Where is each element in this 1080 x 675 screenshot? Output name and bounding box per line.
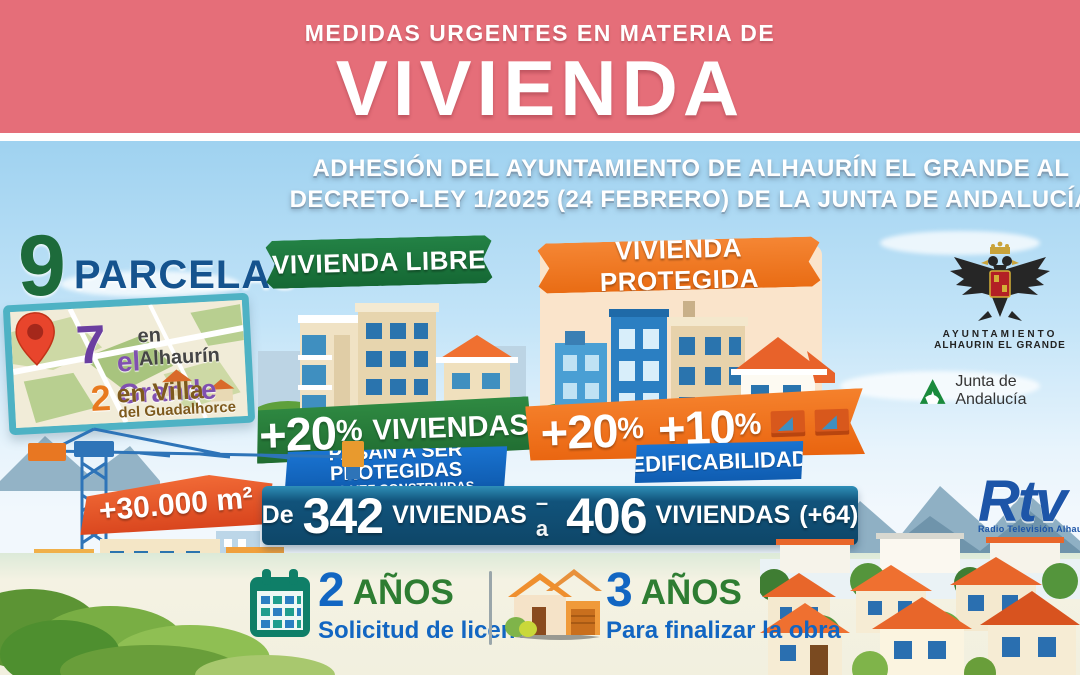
totals-dash: –a <box>535 489 549 541</box>
page-title: VIVIENDA <box>335 44 745 132</box>
rtv-tagline: Radio Televisión Alhaurín <box>978 524 1080 534</box>
totals-from: 342 <box>302 487 384 544</box>
village-illustration <box>760 533 1080 675</box>
totals-prefix: De <box>261 501 294 529</box>
totals-from-label: VIVIENDAS <box>392 501 527 529</box>
calendar-icon <box>250 569 310 637</box>
parcels-map-card: 7 en Alhaurín el Grande 2 en Villa del G… <box>2 292 256 436</box>
garage-icon <box>815 409 850 436</box>
cloud-shape <box>60 271 240 297</box>
protected-note: EDIFICABILIDAD <box>629 445 808 478</box>
works-timeline: 3 AÑOS Para finalizar la obra <box>606 564 841 645</box>
location-pin-icon <box>15 312 55 366</box>
totals-to-label: VIVIENDAS <box>655 501 791 529</box>
protected-housing-note-banner: EDIFICABILIDAD <box>633 439 804 485</box>
junta-a-icon <box>919 379 946 404</box>
totals-banner: De 342 VIVIENDAS –a 406 VIVIENDAS (+64) <box>262 486 858 545</box>
council-name-line2: ALHAURIN EL GRANDE <box>934 340 1066 351</box>
council-name-line1: AYUNTAMIENTO <box>942 329 1058 340</box>
free-pct-label: VIVIENDAS <box>371 408 530 447</box>
junta-label: Junta de Andalucía <box>955 373 1027 408</box>
license-years: 2 <box>318 564 345 617</box>
parcels-count: 9 <box>18 218 66 314</box>
header-divider <box>0 133 1080 141</box>
hedges-illustration <box>0 589 335 675</box>
villa-count: 2 <box>89 377 112 420</box>
works-label: Para finalizar la obra <box>606 617 841 644</box>
alhaurin-count: 7 <box>74 314 108 376</box>
rtv-wordmark: Rtv <box>978 469 1067 534</box>
header-kicker: MEDIDAS URGENTES EN MATERIA DE <box>304 20 776 46</box>
house-construction-icon <box>505 569 602 640</box>
council-logo: AYUNTAMIENTO ALHAURIN EL GRANDE <box>933 241 1067 351</box>
header-banner: MEDIDAS URGENTES EN MATERIA DE VIVIENDA <box>0 0 1080 133</box>
works-years: 3 <box>606 564 633 617</box>
free-housing-title: VIVIENDA LIBRE <box>271 243 487 280</box>
totals-to: 406 <box>566 487 647 544</box>
subtitle-line1: ADHESIÓN DEL AYUNTAMIENTO DE ALHAURÍN EL… <box>312 155 1070 182</box>
junta-logo: Junta de Andalucía <box>918 373 1080 409</box>
eagle-crest-icon <box>950 241 1050 321</box>
parcels-headline: 9 PARCELAS <box>18 223 299 309</box>
timeline-divider <box>489 571 492 645</box>
subtitle-line2: DECRETO-LEY 1/2025 (24 FEBRERO) DE LA JU… <box>289 186 1080 213</box>
parcels-label: PARCELAS <box>73 252 299 297</box>
map-illustration <box>10 300 248 428</box>
cloud-shape <box>880 231 1040 255</box>
totals-delta: (+64) <box>799 501 859 529</box>
rtv-logo: Rtv Radio Televisión Alhaurín <box>978 469 1080 535</box>
main-canvas: ADHESIÓN DEL AYUNTAMIENTO DE ALHAURÍN EL… <box>0 141 1080 675</box>
works-unit: AÑOS <box>640 573 742 612</box>
garage-icon <box>771 410 806 437</box>
license-unit: AÑOS <box>352 573 454 612</box>
protected-pct1: +20 <box>539 403 619 459</box>
protected-housing-ribbon: VIVIENDA PROTEGIDA <box>537 236 820 293</box>
subtitle: ADHESIÓN DEL AYUNTAMIENTO DE ALHAURÍN EL… <box>285 153 1080 215</box>
protected-pct1-sign: % <box>616 411 645 446</box>
protected-pct2-sign: % <box>734 407 762 442</box>
free-housing-ribbon: VIVIENDA LIBRE <box>265 235 492 289</box>
